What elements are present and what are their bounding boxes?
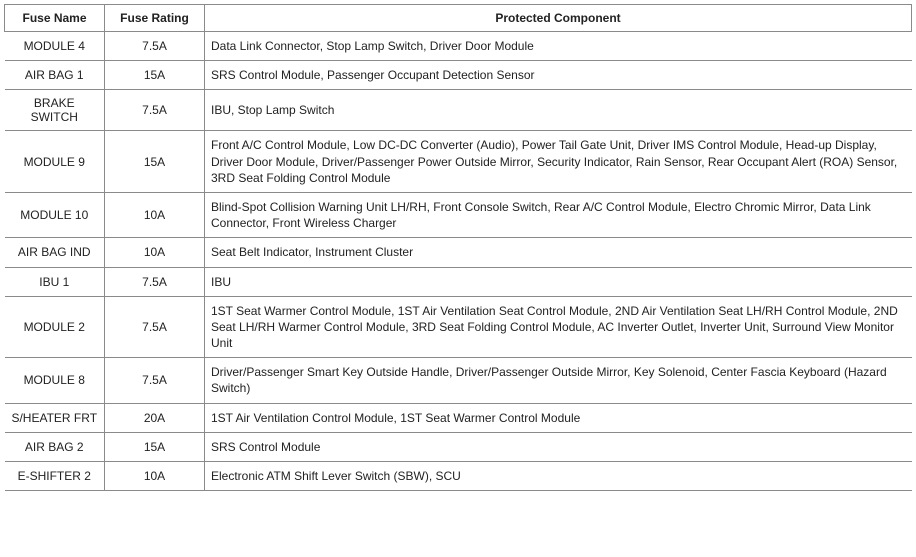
cell-protected-component: SRS Control Module bbox=[205, 432, 912, 461]
cell-protected-component: Blind-Spot Collision Warning Unit LH/RH,… bbox=[205, 192, 912, 237]
cell-fuse-rating: 7.5A bbox=[105, 32, 205, 61]
table-header: Fuse Name Fuse Rating Protected Componen… bbox=[5, 5, 912, 32]
cell-fuse-rating: 10A bbox=[105, 192, 205, 237]
table-row: IBU 1 7.5A IBU bbox=[5, 267, 912, 296]
cell-fuse-name: MODULE 10 bbox=[5, 192, 105, 237]
table-body: MODULE 4 7.5A Data Link Connector, Stop … bbox=[5, 32, 912, 491]
table-row: AIR BAG IND 10A Seat Belt Indicator, Ins… bbox=[5, 238, 912, 267]
table-row: E-SHIFTER 2 10A Electronic ATM Shift Lev… bbox=[5, 462, 912, 491]
cell-fuse-rating: 15A bbox=[105, 131, 205, 193]
table-row: AIR BAG 1 15A SRS Control Module, Passen… bbox=[5, 61, 912, 90]
cell-protected-component: Electronic ATM Shift Lever Switch (SBW),… bbox=[205, 462, 912, 491]
cell-fuse-name: MODULE 8 bbox=[5, 358, 105, 403]
cell-fuse-name: AIR BAG 1 bbox=[5, 61, 105, 90]
cell-protected-component: Driver/Passenger Smart Key Outside Handl… bbox=[205, 358, 912, 403]
cell-fuse-name: MODULE 4 bbox=[5, 32, 105, 61]
cell-protected-component: 1ST Seat Warmer Control Module, 1ST Air … bbox=[205, 296, 912, 358]
cell-fuse-rating: 7.5A bbox=[105, 90, 205, 131]
cell-fuse-rating: 10A bbox=[105, 238, 205, 267]
cell-protected-component: Data Link Connector, Stop Lamp Switch, D… bbox=[205, 32, 912, 61]
cell-fuse-name: MODULE 9 bbox=[5, 131, 105, 193]
cell-fuse-name: BRAKE SWITCH bbox=[5, 90, 105, 131]
header-fuse-rating: Fuse Rating bbox=[105, 5, 205, 32]
cell-fuse-rating: 10A bbox=[105, 462, 205, 491]
cell-fuse-name: AIR BAG 2 bbox=[5, 432, 105, 461]
header-fuse-name: Fuse Name bbox=[5, 5, 105, 32]
table-row: MODULE 10 10A Blind-Spot Collision Warni… bbox=[5, 192, 912, 237]
cell-fuse-rating: 15A bbox=[105, 61, 205, 90]
cell-protected-component: Front A/C Control Module, Low DC-DC Conv… bbox=[205, 131, 912, 193]
cell-fuse-name: IBU 1 bbox=[5, 267, 105, 296]
cell-fuse-name: AIR BAG IND bbox=[5, 238, 105, 267]
header-protected-component: Protected Component bbox=[205, 5, 912, 32]
cell-fuse-rating: 7.5A bbox=[105, 296, 205, 358]
cell-protected-component: 1ST Air Ventilation Control Module, 1ST … bbox=[205, 403, 912, 432]
cell-fuse-name: E-SHIFTER 2 bbox=[5, 462, 105, 491]
cell-fuse-name: S/HEATER FRT bbox=[5, 403, 105, 432]
table-row: MODULE 9 15A Front A/C Control Module, L… bbox=[5, 131, 912, 193]
cell-fuse-rating: 20A bbox=[105, 403, 205, 432]
table-row: MODULE 4 7.5A Data Link Connector, Stop … bbox=[5, 32, 912, 61]
cell-fuse-rating: 15A bbox=[105, 432, 205, 461]
table-row: MODULE 2 7.5A 1ST Seat Warmer Control Mo… bbox=[5, 296, 912, 358]
table-row: AIR BAG 2 15A SRS Control Module bbox=[5, 432, 912, 461]
cell-protected-component: Seat Belt Indicator, Instrument Cluster bbox=[205, 238, 912, 267]
cell-fuse-rating: 7.5A bbox=[105, 267, 205, 296]
cell-fuse-rating: 7.5A bbox=[105, 358, 205, 403]
fuse-table-container: Fuse Name Fuse Rating Protected Componen… bbox=[0, 0, 916, 495]
fuse-table: Fuse Name Fuse Rating Protected Componen… bbox=[4, 4, 912, 491]
cell-protected-component: SRS Control Module, Passenger Occupant D… bbox=[205, 61, 912, 90]
cell-fuse-name: MODULE 2 bbox=[5, 296, 105, 358]
table-row: S/HEATER FRT 20A 1ST Air Ventilation Con… bbox=[5, 403, 912, 432]
cell-protected-component: IBU bbox=[205, 267, 912, 296]
table-row: MODULE 8 7.5A Driver/Passenger Smart Key… bbox=[5, 358, 912, 403]
cell-protected-component: IBU, Stop Lamp Switch bbox=[205, 90, 912, 131]
table-row: BRAKE SWITCH 7.5A IBU, Stop Lamp Switch bbox=[5, 90, 912, 131]
